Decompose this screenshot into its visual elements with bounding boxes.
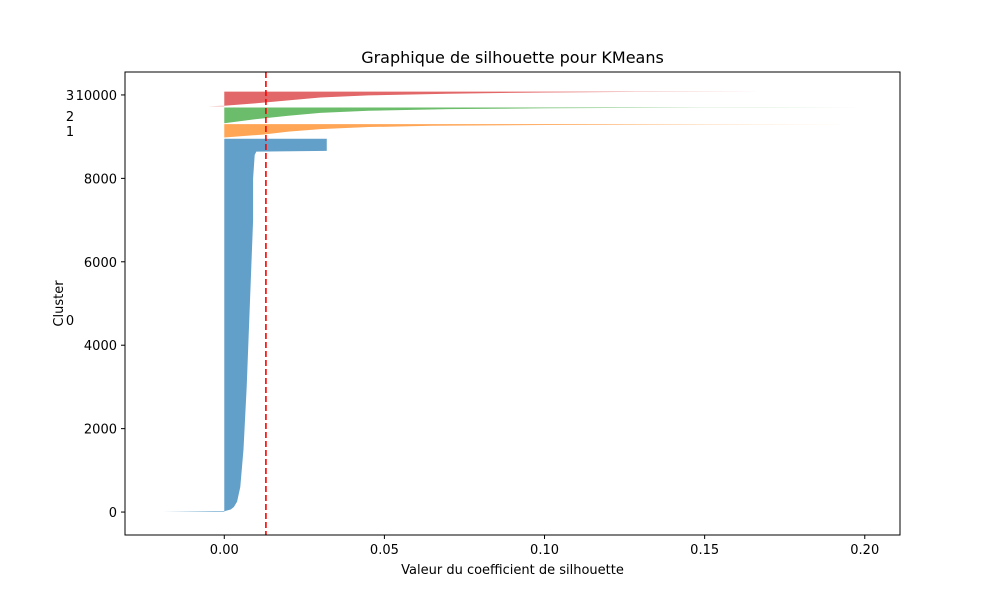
x-tick-label: 0.20 bbox=[850, 543, 879, 558]
y-tick-label: 6000 bbox=[84, 256, 117, 271]
cluster-0-silhouette bbox=[163, 138, 327, 513]
cluster-label-3: 3 bbox=[66, 89, 74, 104]
x-axis-label: Valeur du coefficient de silhouette bbox=[401, 563, 624, 578]
plot-area bbox=[124, 71, 901, 536]
x-axis: 0.00 0.05 0.10 0.15 0.20 bbox=[210, 535, 879, 558]
y-tick-label: 8000 bbox=[84, 172, 117, 187]
y-tick-label: 2000 bbox=[84, 423, 117, 438]
y-tick-label: 10000 bbox=[76, 89, 117, 104]
x-tick-label: 0.00 bbox=[210, 543, 239, 558]
cluster-1-silhouette bbox=[224, 124, 852, 138]
cluster-3-silhouette bbox=[208, 91, 769, 107]
x-tick-label: 0.05 bbox=[370, 543, 399, 558]
y-axis-label: Cluster bbox=[52, 280, 67, 327]
y-tick-label: 4000 bbox=[84, 339, 117, 354]
cluster-label-1: 1 bbox=[66, 125, 74, 140]
chart-title: Graphique de silhouette pour KMeans bbox=[361, 48, 664, 67]
cluster-2-silhouette bbox=[224, 107, 865, 124]
cluster-labels: 0 12 3 bbox=[66, 89, 74, 329]
clusters-layer bbox=[163, 91, 865, 513]
y-tick-label: 0 bbox=[109, 506, 117, 521]
cluster-label-2: 2 bbox=[66, 110, 74, 125]
cluster-label-0: 0 bbox=[66, 314, 74, 329]
plot-frame bbox=[124, 71, 901, 536]
y-axis: 0 2000 4000 6000 8000 10000 bbox=[76, 89, 125, 521]
x-tick-label: 0.15 bbox=[690, 543, 719, 558]
x-tick-label: 0.10 bbox=[530, 543, 559, 558]
